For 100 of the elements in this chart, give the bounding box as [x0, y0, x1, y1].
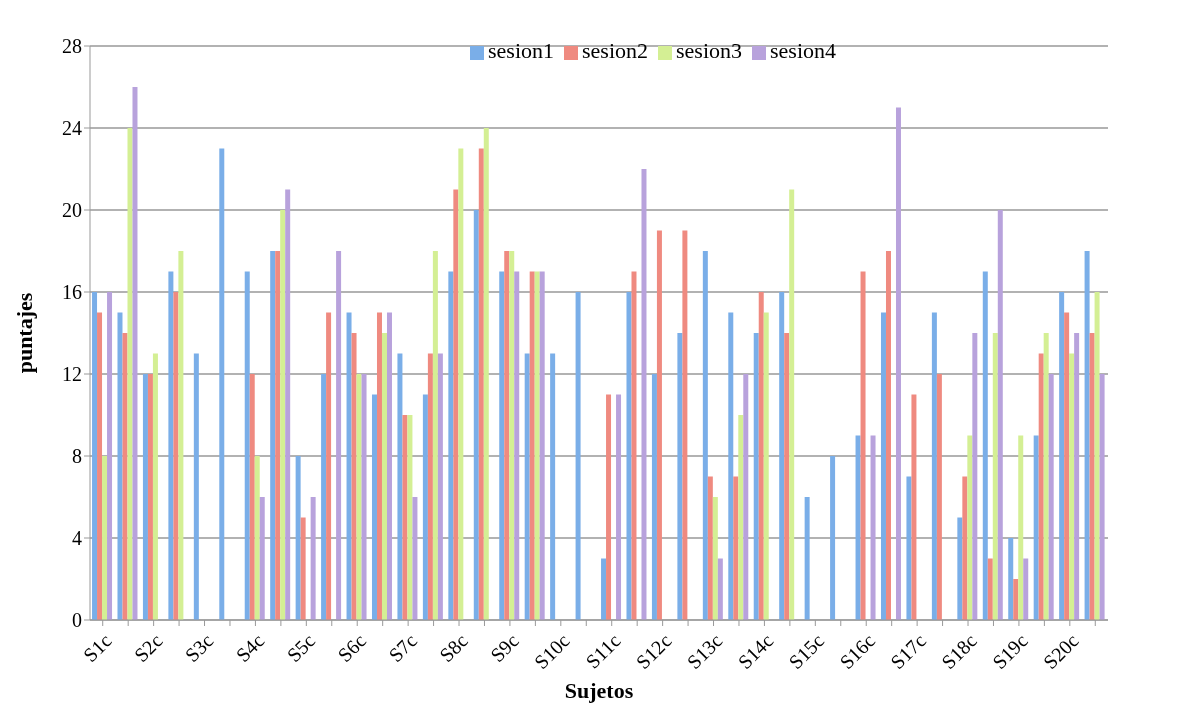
bar — [132, 87, 138, 620]
legend-label: sesion4 — [770, 38, 836, 63]
x-axis-title: Sujetos — [564, 678, 634, 703]
bar — [606, 394, 612, 620]
bar — [804, 497, 810, 620]
bar — [641, 169, 647, 620]
bar — [682, 230, 688, 620]
bar — [712, 497, 718, 620]
bar — [244, 271, 250, 620]
x-tick-label: S13c — [682, 629, 727, 674]
bar — [895, 107, 901, 620]
bar — [458, 148, 464, 620]
bar — [402, 415, 408, 620]
bar — [448, 271, 454, 620]
x-tick-label: S3c — [180, 629, 218, 667]
bar — [386, 312, 392, 620]
bar — [321, 374, 327, 620]
bar — [962, 476, 968, 620]
x-tick-label: S19c — [987, 629, 1032, 674]
bar — [753, 333, 759, 620]
y-tick-label: 16 — [62, 281, 82, 304]
x-tick-label: S17c — [886, 629, 931, 674]
x-tick-label: S20c — [1038, 629, 1083, 674]
bar — [784, 333, 790, 620]
bar — [407, 415, 413, 620]
bar — [168, 271, 174, 620]
bar — [249, 374, 255, 620]
bar — [259, 497, 265, 620]
bar — [361, 374, 367, 620]
x-tick-label: S5c — [282, 629, 320, 667]
bar — [376, 312, 382, 620]
bar — [1048, 374, 1054, 620]
y-tick-label: 12 — [62, 363, 82, 386]
bar — [779, 292, 785, 620]
bar — [1033, 435, 1039, 620]
bar — [601, 558, 607, 620]
bar — [1099, 374, 1105, 620]
y-tick-label: 8 — [72, 445, 82, 468]
bar — [656, 230, 662, 620]
bar — [651, 374, 657, 620]
bar — [997, 210, 1003, 620]
bar — [117, 312, 123, 620]
bar — [911, 394, 917, 620]
bar — [743, 374, 749, 620]
bar — [152, 353, 158, 620]
bar — [1023, 558, 1029, 620]
bar — [992, 333, 998, 620]
bar — [483, 128, 489, 620]
bar — [906, 476, 912, 620]
x-tick-label: S15c — [784, 629, 829, 674]
bar — [575, 292, 581, 620]
bar — [346, 312, 352, 620]
bar — [1089, 333, 1095, 620]
bar — [254, 456, 260, 620]
bar — [178, 251, 184, 620]
x-tick-label: S7c — [384, 629, 422, 667]
bar — [412, 497, 418, 620]
bar — [1013, 579, 1019, 620]
bar — [936, 374, 942, 620]
bar — [285, 189, 291, 620]
bar — [733, 476, 739, 620]
bar — [173, 292, 179, 620]
bar — [631, 271, 637, 620]
y-tick-label: 28 — [62, 35, 82, 58]
bar — [193, 353, 199, 620]
x-tick-label: S8c — [435, 629, 472, 667]
bar — [514, 271, 520, 620]
bar — [626, 292, 632, 620]
bar — [371, 394, 377, 620]
bar — [1094, 292, 1100, 620]
bar — [351, 333, 357, 620]
bar — [473, 210, 479, 620]
x-tick-label: S10c — [529, 629, 574, 674]
bar — [738, 415, 744, 620]
bar — [336, 251, 342, 620]
bar — [1074, 333, 1080, 620]
bar — [102, 456, 108, 620]
bar — [147, 374, 153, 620]
bar — [539, 271, 545, 620]
bar — [987, 558, 993, 620]
bar — [931, 312, 937, 620]
bar — [437, 353, 443, 620]
bar — [1064, 312, 1070, 620]
bar — [524, 353, 530, 620]
bar — [885, 251, 891, 620]
bar — [97, 312, 103, 620]
bar — [957, 517, 963, 620]
bar — [397, 353, 403, 620]
bar — [219, 148, 225, 620]
bar — [478, 148, 484, 620]
bar — [707, 476, 713, 620]
bar — [550, 353, 556, 620]
x-tick-label: S1c — [78, 629, 116, 667]
bar — [509, 251, 515, 620]
x-tick-label: S12c — [631, 629, 676, 674]
bar — [142, 374, 148, 620]
bar — [758, 292, 764, 620]
bar — [972, 333, 978, 620]
bar — [1059, 292, 1065, 620]
bar — [499, 271, 505, 620]
